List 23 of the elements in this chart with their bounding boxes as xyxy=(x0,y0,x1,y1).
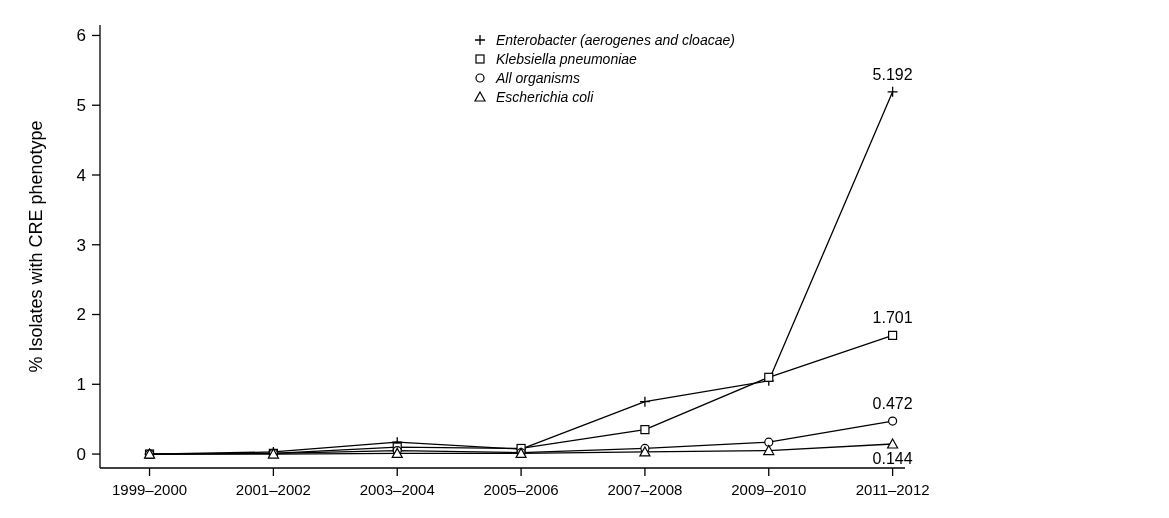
legend-label: Klebsiella pneumoniae xyxy=(496,50,638,67)
x-tick-label: 2001–2002 xyxy=(235,481,311,498)
legend-label: All organisms xyxy=(495,69,581,86)
y-tick-label: 5 xyxy=(76,96,86,116)
x-tick-label: 2003–2004 xyxy=(359,481,435,498)
data-label: 5.192 xyxy=(872,65,913,83)
data-label: 1.701 xyxy=(872,309,913,327)
y-tick-label: 4 xyxy=(76,165,86,185)
x-tick-label: 2005–2006 xyxy=(483,481,559,498)
x-tick-label: 2011–2012 xyxy=(855,481,930,498)
y-tick-label: 1 xyxy=(76,375,86,395)
x-tick-label: 2009–2010 xyxy=(731,481,807,498)
y-tick-label: 2 xyxy=(76,305,86,325)
y-tick-label: 3 xyxy=(76,235,86,255)
y-tick-label: 0 xyxy=(76,445,86,464)
data-label: 0.144 xyxy=(872,450,913,467)
x-tick-label: 1999–2000 xyxy=(111,481,188,498)
legend-label: Enterobacter (aerogenes and cloacae) xyxy=(496,31,735,48)
y-tick-label: 6 xyxy=(76,26,86,46)
x-tick-label: 2007–2008 xyxy=(607,481,683,498)
y-axis-title: % Isolates with CRE phenotype xyxy=(26,120,46,373)
legend-label: Escherichia coli xyxy=(496,88,595,105)
data-label: 0.472 xyxy=(872,395,913,413)
